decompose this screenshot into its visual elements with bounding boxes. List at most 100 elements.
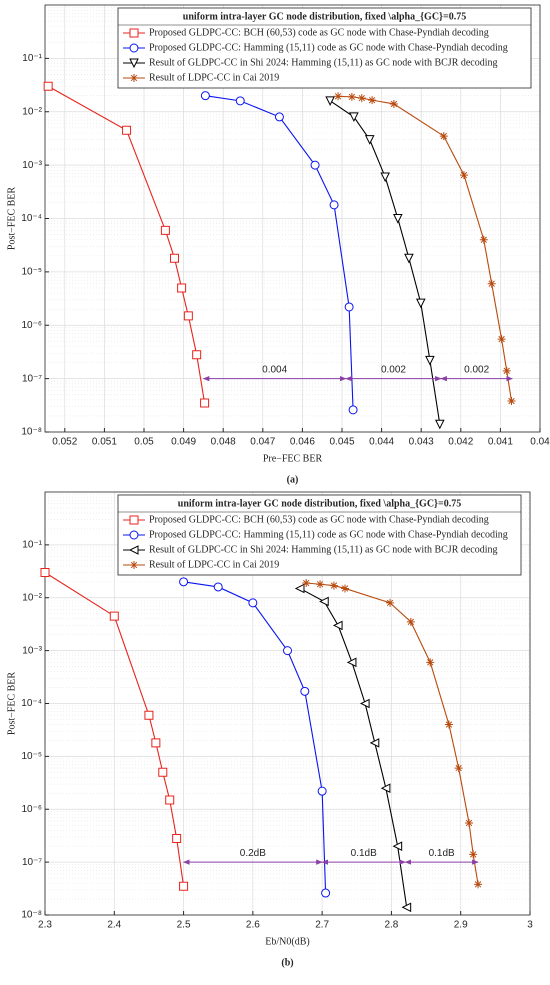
data-point [465,818,474,827]
legend-label: Result of LDPC-CC in Cai 2019 [149,559,279,570]
data-point [169,253,179,263]
x-tick-label: 0.042 [448,437,473,448]
data-point [158,767,168,777]
legend-marker [130,561,138,569]
caption: (b) [281,957,293,968]
data-point [474,880,483,889]
y-tick-label: 10⁻⁷ [22,373,42,384]
data-point [329,200,339,210]
data-point [235,96,245,106]
data-point [364,135,375,145]
data-point [444,720,453,729]
x-tick-label: 0.043 [409,437,434,448]
y-tick-label: 10⁻⁸ [21,427,42,438]
data-point [321,888,331,898]
legend-label: Result of LDPC-CC in Cai 2019 [149,72,279,83]
y-axis-label: Post−FEC BER [6,672,17,735]
data-point [248,598,258,608]
data-point [369,738,380,748]
data-point [144,710,154,720]
legend-marker [129,515,139,525]
data-point [404,253,414,264]
data-point [282,646,293,656]
x-tick-label: 0.05 [134,437,154,448]
data-point [316,580,325,589]
x-tick-label: 3 [527,920,533,931]
data-point [179,577,189,587]
data-point [357,94,366,103]
data-point [319,596,329,607]
annotation-label: 0.004 [262,364,287,375]
x-tick-label: 0.044 [369,437,394,448]
annotation-label: 0.2dB [240,848,266,859]
data-point [165,795,175,805]
data-point [368,96,377,105]
legend-marker [129,43,139,53]
data-point [454,764,463,773]
data-point [401,902,412,913]
data-point [160,225,170,235]
x-tick-label: 2.7 [315,920,329,931]
data-point [380,172,390,183]
x-axis-label: Eb/N0(dB) [265,936,309,947]
data-point [341,584,350,593]
data-point [179,881,189,891]
data-point [349,112,359,123]
data-point [183,311,193,321]
data-point [502,366,511,375]
data-point [359,698,370,709]
series-line [44,572,185,887]
x-tick-label: 0.045 [329,437,354,448]
data-point [439,132,448,141]
data-point [386,598,395,607]
data-point [334,92,343,101]
legend-marker [129,58,139,69]
data-point [109,611,119,621]
legend-box [117,7,532,89]
x-tick-label: 2.9 [454,920,468,931]
data-point [213,582,223,592]
legend-marker [128,545,139,555]
y-tick-label: 10⁻⁵ [21,267,42,278]
x-tick-label: 0.047 [250,437,275,448]
data-point [302,579,311,588]
legend-label: Result of GLDPC-CC in Shi 2024: Hamming … [149,57,498,68]
data-point [507,397,516,406]
data-point [325,96,335,106]
x-tick-label: 0.051 [92,437,117,448]
x-tick-label: 2.4 [107,920,121,931]
annotation-label: 0.002 [464,364,489,375]
legend-title: uniform intra-layer GC node distribution… [178,498,461,509]
data-point [347,92,356,101]
legend-label: Proposed GLDPC-CC: Hamming (15,11) code … [149,42,508,53]
x-tick-label: 2.8 [384,920,398,931]
data-point [40,568,50,578]
x-tick-label: 2.3 [38,920,52,931]
legend-marker [129,28,139,38]
data-point [192,350,202,360]
data-point [389,99,398,108]
data-point [392,841,403,852]
y-tick-label: 10⁻² [22,106,42,117]
chart: 2.3 2.4 2.5 2.6 2.7 2.8 2.9 3 10⁻⁸ 10⁻⁷ 10⁻⁶ 10⁻⁵ 10… [6,491,533,968]
y-tick-label: 10⁻² [22,592,42,603]
x-tick-label: 2.5 [177,920,191,931]
legend-marker [130,74,138,82]
legend-label: Result of GLDPC-CC in Shi 2024: Hamming … [149,544,498,555]
data-point [497,335,506,344]
legend-marker [129,530,139,540]
data-point [348,405,358,415]
legend-label: Proposed GLDPC-CC: BCH (60,53) code as G… [149,514,489,525]
series-line [47,85,206,404]
data-point [332,620,343,631]
data-point [469,850,478,859]
data-point [151,738,161,748]
data-point [459,171,468,180]
data-point [200,91,210,101]
data-point [177,283,187,293]
legend-box [117,494,522,576]
legend-label: Proposed GLDPC-CC: Hamming (15,11) code … [149,529,508,540]
y-tick-label: 10⁻⁵ [21,751,42,762]
y-tick-label: 10⁻¹ [22,540,42,551]
